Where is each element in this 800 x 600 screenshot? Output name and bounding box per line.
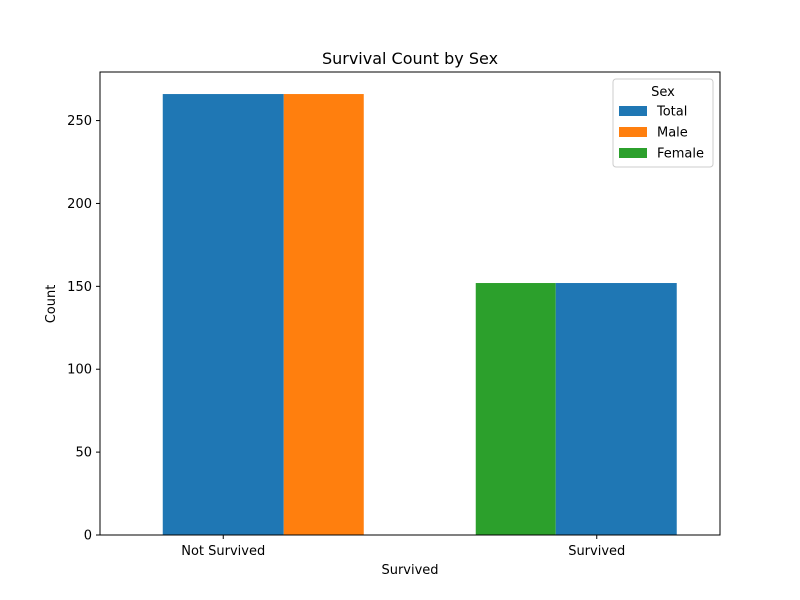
y-tick-label: 0 [84, 529, 92, 544]
legend: Sex Total Male Female [612, 78, 714, 168]
y-axis-label: Count [44, 285, 59, 324]
legend-label-total: Total [656, 105, 687, 120]
x-tick-label: Not Survived [181, 544, 265, 559]
legend-title: Sex [651, 85, 675, 100]
bar-not-survived-male [283, 94, 364, 536]
plot-frame [99, 71, 721, 536]
x-tick-label: Survived [568, 544, 625, 559]
legend-swatch-total [619, 106, 647, 116]
legend-frame [612, 78, 714, 168]
y-axis: 0 50 100 150 200 250 [67, 114, 100, 544]
bars-group [162, 94, 677, 536]
chart-title: Survival Count by Sex [322, 49, 498, 68]
y-tick-label: 100 [67, 363, 92, 378]
legend-swatch-female [619, 148, 647, 158]
legend-label-male: Male [657, 126, 688, 141]
y-tick-label: 250 [67, 114, 92, 129]
x-axis: Not Survived Survived [181, 535, 625, 559]
bar-survived-total [555, 283, 677, 535]
legend-label-female: Female [657, 147, 704, 162]
legend-items: Total Male Female [619, 105, 704, 162]
y-tick-label: 150 [67, 280, 92, 295]
y-tick-label: 200 [67, 197, 92, 212]
bar-survived-female [475, 283, 556, 535]
legend-swatch-male [619, 127, 647, 137]
y-tick-label: 50 [75, 446, 92, 461]
x-axis-label: Survived [381, 563, 438, 578]
bar-not-survived-total [162, 94, 284, 536]
